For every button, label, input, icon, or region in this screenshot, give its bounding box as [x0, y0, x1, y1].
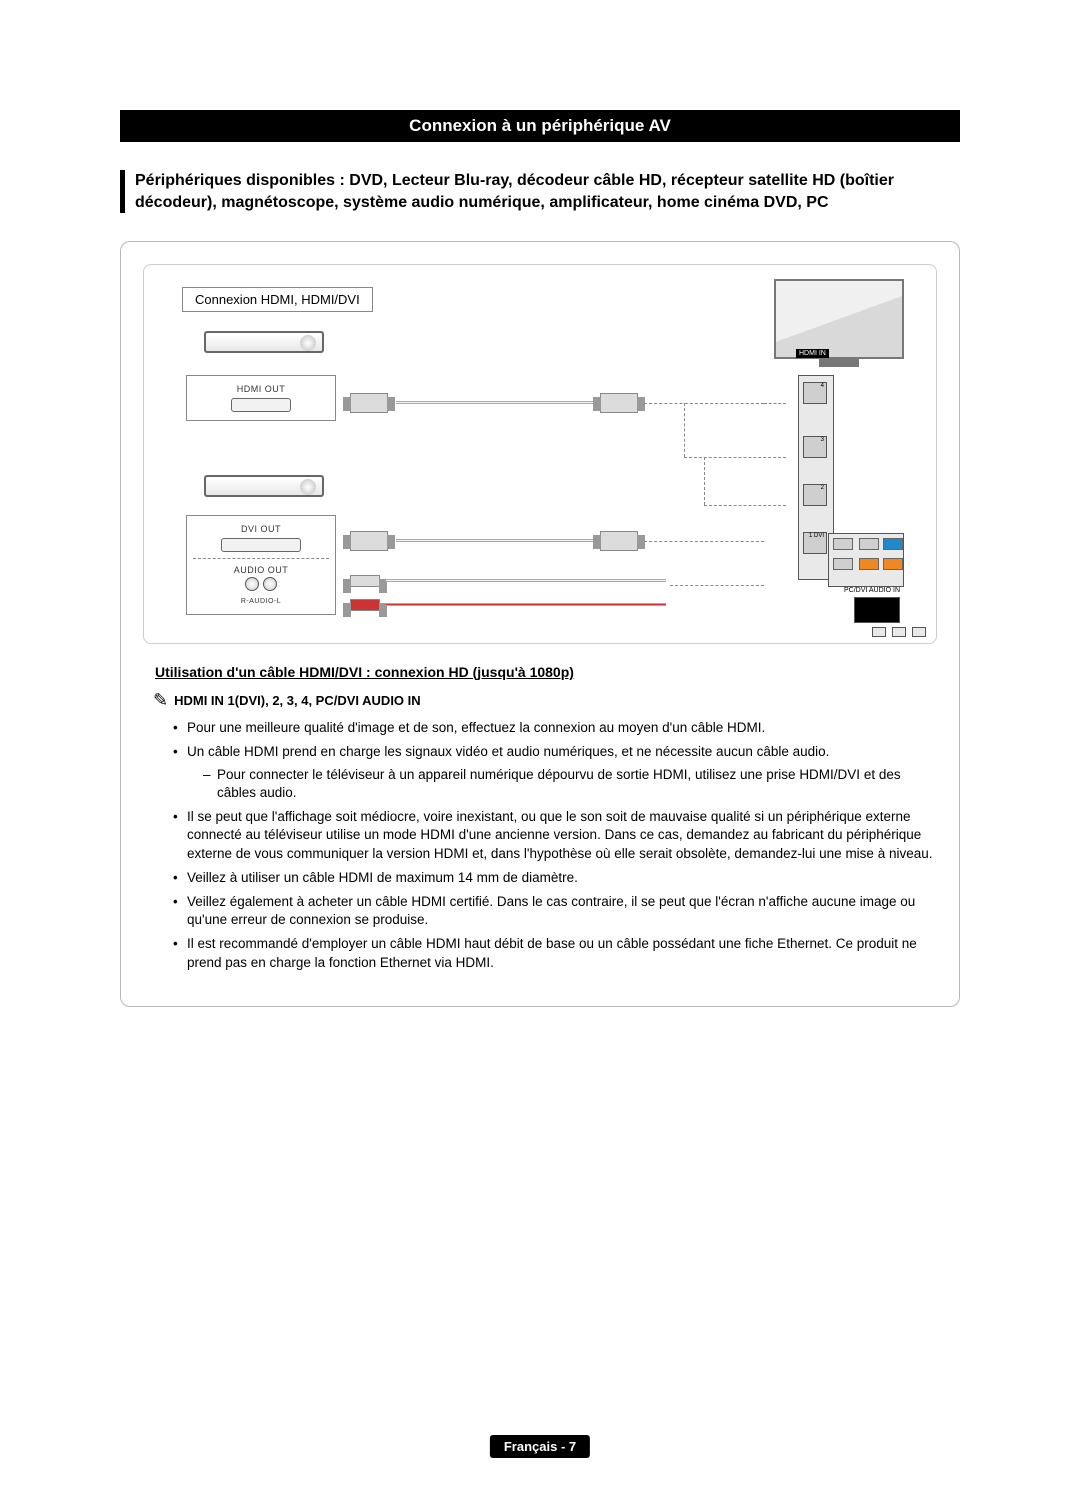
hdmi-port-4: 4	[803, 382, 827, 404]
dash-line	[644, 403, 764, 404]
bullet-item: Pour une meilleure qualité d'image et de…	[173, 719, 937, 737]
intro-vertical-bar	[120, 170, 125, 213]
content-box: Connexion HDMI, HDMI/DVI HDMI OUT DVI OU…	[120, 241, 960, 1007]
audio-plug-r-icon	[350, 599, 380, 611]
dash-to-port3	[684, 457, 786, 458]
side-ports-icon	[828, 533, 904, 587]
note-icon: ✎	[153, 690, 168, 711]
sub-heading: Utilisation d'un câble HDMI/DVI : connex…	[155, 664, 937, 680]
bullet-item: Un câble HDMI prend en charge les signau…	[173, 743, 937, 802]
bullet-text: Veillez à utiliser un câble HDMI de maxi…	[187, 870, 578, 885]
bullet-item: Veillez également à acheter un câble HDM…	[173, 893, 937, 929]
dvd-player-icon	[204, 331, 324, 353]
dvd-player-2-icon	[204, 475, 324, 497]
page-footer: Français - 7	[490, 1435, 590, 1458]
note-row: ✎ HDMI IN 1(DVI), 2, 3, 4, PC/DVI AUDIO …	[153, 690, 937, 711]
intro-text: Périphériques disponibles : DVD, Lecteur…	[135, 170, 960, 213]
audio-plug-w-icon	[350, 575, 380, 587]
divider	[193, 558, 329, 559]
pcdvi-port-icon	[854, 597, 900, 623]
hdmi-in-label: HDMI IN	[796, 349, 829, 358]
bullet-text: Il se peut que l'affichage soit médiocre…	[187, 809, 933, 860]
tv-rear-panel-icon: HDMI IN 4 3 2 1 DVI PC/DVI AUDIO IN	[790, 365, 900, 625]
bullet-item: Veillez à utiliser un câble HDMI de maxi…	[173, 869, 937, 887]
bullet-text: Veillez également à acheter un câble HDM…	[187, 894, 915, 927]
dash-to-port2	[704, 505, 786, 506]
r-audio-l-label: R-AUDIO-L	[191, 598, 331, 605]
hdmi-port-3: 3	[803, 436, 827, 458]
hdmi-port-2: 2	[803, 484, 827, 506]
note-text: HDMI IN 1(DVI), 2, 3, 4, PC/DVI AUDIO IN	[174, 693, 421, 708]
hdmi-plug-right-icon	[600, 393, 638, 413]
dash-line-2	[644, 541, 764, 542]
dvi-out-box: DVI OUT AUDIO OUT R-AUDIO-L	[186, 515, 336, 615]
dvi-out-label: DVI OUT	[191, 524, 331, 534]
dvi-plug-left-icon	[350, 531, 388, 551]
audio-out-label: AUDIO OUT	[191, 565, 331, 575]
pcdvi-label: PC/DVI AUDIO IN	[844, 587, 900, 594]
dvi-plug-right-icon	[600, 531, 638, 551]
dash-vert	[684, 403, 685, 457]
dash-to-port4	[764, 403, 786, 404]
rca-jacks-icon	[191, 575, 331, 596]
page: Connexion à un périphérique AV Périphéri…	[0, 0, 1080, 1047]
bullet-text: Il est recommandé d'employer un câble HD…	[187, 936, 917, 969]
connection-label: Connexion HDMI, HDMI/DVI	[182, 287, 373, 312]
bullet-list: Pour une meilleure qualité d'image et de…	[173, 719, 937, 972]
hdmi-out-port-icon	[231, 398, 291, 412]
section-header: Connexion à un périphérique AV	[120, 110, 960, 142]
dvi-cable-icon	[396, 539, 596, 542]
hdmi-out-box: HDMI OUT	[186, 375, 336, 421]
page-number: Français - 7	[490, 1435, 590, 1458]
bullet-text: Un câble HDMI prend en charge les signau…	[187, 744, 829, 759]
bottom-jacks-icon	[872, 627, 926, 637]
dash-line-3	[670, 585, 764, 586]
audio-cable-w-icon	[386, 579, 666, 582]
dvi-out-port-icon	[221, 538, 301, 552]
hdmi-out-label: HDMI OUT	[191, 384, 331, 394]
intro-block: Périphériques disponibles : DVD, Lecteur…	[120, 170, 960, 213]
bullet-item: Il se peut que l'affichage soit médiocre…	[173, 808, 937, 863]
bullet-text: Pour une meilleure qualité d'image et de…	[187, 720, 765, 735]
tv-icon	[774, 279, 904, 359]
hdmi-port-1-dvi: 1 DVI	[803, 532, 827, 554]
connection-diagram: Connexion HDMI, HDMI/DVI HDMI OUT DVI OU…	[143, 264, 937, 644]
dash-vert2	[704, 457, 705, 505]
hdmi-cable-icon	[396, 401, 596, 404]
hdmi-plug-left-icon	[350, 393, 388, 413]
sub-bullet: Pour connecter le téléviseur à un appare…	[203, 766, 937, 802]
audio-cable-r-icon	[386, 603, 666, 606]
bullet-item: Il est recommandé d'employer un câble HD…	[173, 935, 937, 971]
